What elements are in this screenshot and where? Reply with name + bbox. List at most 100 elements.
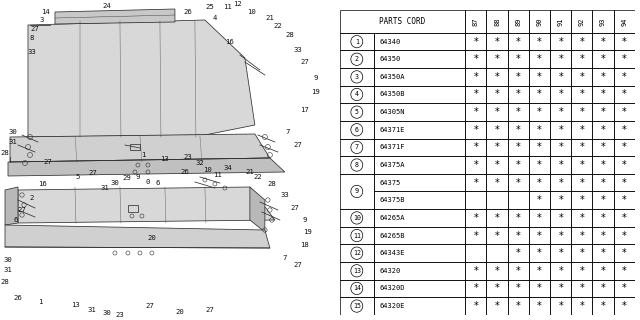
Bar xyxy=(529,103,550,121)
Text: *: * xyxy=(537,72,542,82)
Text: *: * xyxy=(601,248,605,258)
Bar xyxy=(374,139,465,156)
Text: *: * xyxy=(537,213,542,223)
Text: 64375B: 64375B xyxy=(380,197,405,203)
Text: *: * xyxy=(537,301,542,311)
Text: 9: 9 xyxy=(355,188,359,195)
Bar xyxy=(614,51,635,68)
Text: 64350: 64350 xyxy=(380,56,401,62)
Text: *: * xyxy=(601,142,605,152)
Text: 26: 26 xyxy=(184,9,192,15)
Text: *: * xyxy=(516,266,520,276)
Bar xyxy=(374,227,465,244)
Polygon shape xyxy=(18,187,275,223)
Bar xyxy=(465,244,486,262)
Bar xyxy=(572,280,593,297)
Bar xyxy=(465,280,486,297)
Text: *: * xyxy=(579,160,584,170)
Text: 6: 6 xyxy=(355,127,359,133)
Bar xyxy=(508,156,529,174)
Bar xyxy=(550,156,572,174)
Text: *: * xyxy=(601,125,605,135)
Text: *: * xyxy=(537,284,542,293)
Text: *: * xyxy=(537,230,542,241)
Text: *: * xyxy=(601,230,605,241)
Text: *: * xyxy=(537,195,542,205)
Text: 22: 22 xyxy=(253,174,262,180)
Text: *: * xyxy=(495,72,499,82)
Bar xyxy=(340,68,374,86)
Bar xyxy=(614,156,635,174)
Bar xyxy=(508,244,529,262)
Bar xyxy=(614,244,635,262)
Text: *: * xyxy=(516,142,520,152)
Text: 27: 27 xyxy=(18,207,26,213)
Bar xyxy=(572,227,593,244)
Bar xyxy=(374,280,465,297)
Bar xyxy=(572,191,593,209)
Text: 28: 28 xyxy=(285,32,294,38)
Text: *: * xyxy=(558,160,563,170)
Text: *: * xyxy=(579,266,584,276)
Text: *: * xyxy=(579,125,584,135)
Bar xyxy=(593,209,614,227)
Text: *: * xyxy=(579,107,584,117)
Bar xyxy=(340,51,374,68)
Bar xyxy=(529,174,550,191)
Text: *: * xyxy=(537,160,542,170)
Text: *: * xyxy=(558,230,563,241)
Text: *: * xyxy=(558,107,563,117)
Text: *: * xyxy=(495,160,499,170)
Bar xyxy=(614,33,635,51)
Text: *: * xyxy=(622,248,627,258)
Text: 64340: 64340 xyxy=(380,39,401,44)
Bar xyxy=(465,227,486,244)
Text: *: * xyxy=(537,125,542,135)
Text: *: * xyxy=(622,301,627,311)
Bar xyxy=(572,68,593,86)
Bar xyxy=(374,262,465,280)
Bar xyxy=(572,174,593,191)
Bar xyxy=(508,121,529,139)
Text: 5: 5 xyxy=(76,174,80,180)
Bar xyxy=(508,51,529,68)
Bar xyxy=(593,262,614,280)
Bar xyxy=(508,262,529,280)
Bar xyxy=(465,86,486,103)
Text: 4: 4 xyxy=(355,92,359,98)
Bar xyxy=(374,156,465,174)
Bar xyxy=(374,191,465,209)
Text: 64350B: 64350B xyxy=(380,92,405,98)
Text: 32: 32 xyxy=(196,160,204,166)
Text: *: * xyxy=(495,142,499,152)
Bar xyxy=(593,191,614,209)
Bar xyxy=(550,280,572,297)
Text: *: * xyxy=(558,125,563,135)
Text: *: * xyxy=(495,213,499,223)
Text: *: * xyxy=(579,284,584,293)
Text: *: * xyxy=(622,142,627,152)
Bar xyxy=(550,262,572,280)
Text: 5: 5 xyxy=(355,109,359,115)
Bar xyxy=(593,68,614,86)
Text: 31: 31 xyxy=(4,267,12,273)
Bar xyxy=(550,51,572,68)
Bar xyxy=(593,10,614,33)
Text: *: * xyxy=(474,266,478,276)
Bar xyxy=(465,139,486,156)
Text: *: * xyxy=(474,125,478,135)
Bar xyxy=(529,297,550,315)
Bar xyxy=(508,103,529,121)
Bar xyxy=(486,227,508,244)
Text: 8: 8 xyxy=(30,35,34,41)
Text: 6: 6 xyxy=(156,180,160,186)
Bar xyxy=(614,209,635,227)
Bar xyxy=(340,244,374,262)
Text: 27: 27 xyxy=(301,59,309,65)
Text: 11: 11 xyxy=(223,4,232,10)
Bar xyxy=(340,297,374,315)
Text: *: * xyxy=(474,142,478,152)
Bar xyxy=(340,121,374,139)
Text: 2: 2 xyxy=(30,195,34,201)
Bar xyxy=(593,227,614,244)
